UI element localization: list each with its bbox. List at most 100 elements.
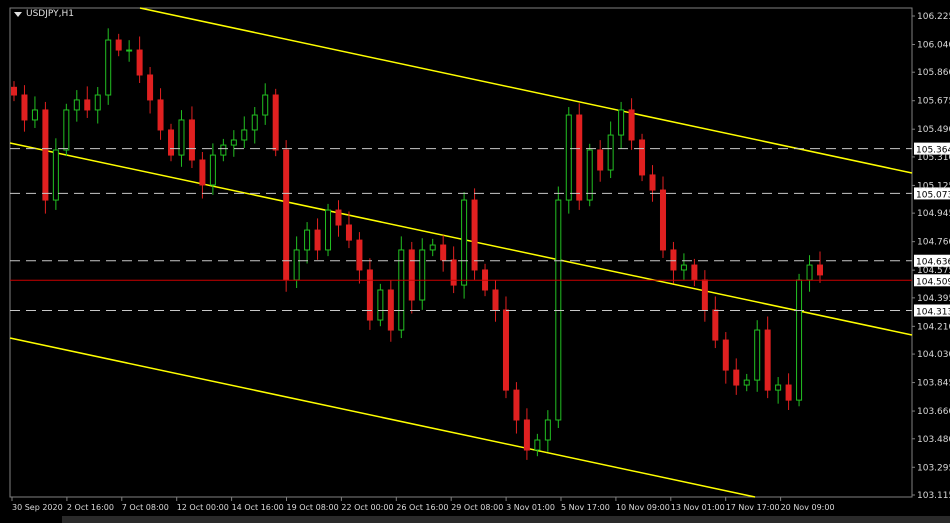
bid-label-box (914, 274, 950, 287)
candle (691, 264, 698, 281)
trendline-1[interactable] (9, 142, 913, 336)
candle (649, 174, 656, 191)
trendline-0[interactable] (139, 7, 913, 174)
candle (366, 269, 373, 321)
candle (523, 419, 530, 451)
level-label: 104.313 (916, 307, 950, 317)
x-tick-label: 17 Nov 17:00 (726, 503, 780, 512)
candle (712, 309, 719, 341)
candle (335, 209, 342, 226)
candle (680, 264, 687, 271)
candle (304, 229, 311, 251)
candle (115, 39, 122, 51)
candle (586, 149, 593, 201)
candle (471, 199, 478, 271)
x-tick-label: 7 Oct 08:00 (122, 503, 169, 512)
candle (105, 39, 112, 96)
candle (544, 419, 551, 441)
candle (325, 209, 332, 251)
x-tick-label: 3 Nov 01:00 (506, 503, 555, 512)
x-tick-label: 5 Nov 17:00 (561, 503, 610, 512)
symbol-label: USDJPY,H1 (26, 9, 74, 19)
x-tick-label: 2 Oct 16:00 (67, 503, 114, 512)
y-tick-label: 103.845 (917, 379, 950, 389)
candle (534, 439, 541, 451)
level-label: 105.364 (916, 146, 950, 156)
candle (209, 154, 216, 186)
plot-area[interactable] (9, 7, 913, 498)
candle (754, 329, 761, 381)
bid-price-label: 104.509 (916, 277, 950, 287)
y-tick-label: 103.115 (917, 491, 950, 501)
candle (733, 369, 740, 386)
candle (387, 289, 394, 331)
level-label: 104.636 (916, 258, 950, 268)
candle (398, 249, 405, 331)
x-tick-label: 13 Nov 01:00 (671, 503, 725, 512)
y-tick-label: 104.945 (917, 209, 950, 219)
candle (84, 99, 91, 111)
candle (785, 384, 792, 401)
candle (52, 149, 59, 201)
candle (492, 289, 499, 311)
y-tick-label: 104.760 (917, 238, 950, 248)
y-tick-label: 105.490 (917, 125, 950, 135)
candle (419, 249, 426, 301)
y-tick-label: 103.660 (917, 407, 950, 417)
x-tick-label: 29 Oct 08:00 (451, 503, 503, 512)
candle (576, 114, 583, 201)
candle (597, 149, 604, 171)
y-tick-label: 104.395 (917, 294, 950, 304)
candle (42, 109, 49, 201)
candle (377, 289, 384, 321)
candle (607, 134, 614, 171)
candle (806, 264, 813, 281)
level-label-box (914, 254, 950, 267)
candle (314, 229, 321, 251)
trendline-2[interactable] (9, 337, 756, 498)
candle (168, 129, 175, 156)
x-tick-label: 26 Oct 16:00 (396, 503, 448, 512)
candle (513, 389, 520, 421)
candle (796, 279, 803, 401)
candle (157, 99, 164, 131)
candle (272, 94, 279, 151)
x-tick-label: 19 Oct 08:00 (287, 503, 339, 512)
y-tick-label: 104.575 (917, 266, 950, 276)
x-tick-label: 22 Oct 00:00 (341, 503, 393, 512)
x-tick-label: 20 Nov 09:00 (781, 503, 835, 512)
candle (241, 129, 248, 141)
candle (63, 109, 70, 151)
candle (31, 109, 38, 121)
x-tick-label: 14 Oct 16:00 (232, 503, 284, 512)
candle (659, 189, 666, 251)
y-tick-label: 103.480 (917, 435, 950, 445)
chart-title[interactable]: USDJPY,H1 (14, 9, 74, 19)
candle (639, 139, 646, 176)
candle (136, 49, 143, 76)
y-tick-label: 106.040 (917, 40, 950, 50)
candle (230, 139, 237, 146)
candle (722, 339, 729, 371)
level-label-box (914, 187, 950, 200)
dropdown-triangle-icon[interactable] (14, 11, 22, 17)
candle (565, 114, 572, 201)
candle (743, 379, 750, 386)
y-tick-label: 105.860 (917, 68, 950, 78)
y-tick-label: 106.225 (917, 12, 950, 22)
candle (251, 114, 258, 131)
status-bar (62, 516, 950, 523)
candle (126, 49, 133, 52)
level-label-box (914, 304, 950, 317)
candle (11, 86, 17, 96)
level-label: 105.073 (916, 190, 950, 200)
candle (21, 94, 28, 121)
y-tick-label: 103.295 (917, 463, 950, 473)
candle (220, 144, 227, 156)
candle (817, 264, 823, 276)
candle (450, 259, 457, 286)
candle (408, 249, 415, 301)
candle (461, 199, 468, 286)
candle (293, 249, 300, 281)
